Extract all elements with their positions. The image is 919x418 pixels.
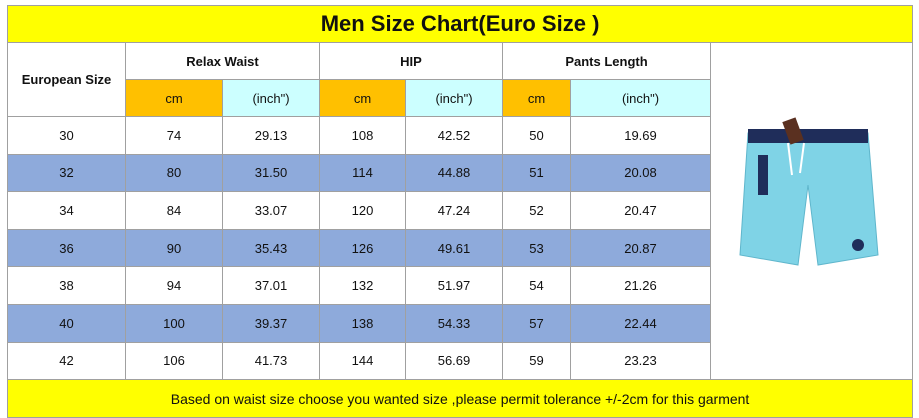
cell: 33.07 [222, 191, 320, 230]
cell: 44.88 [405, 153, 503, 193]
cell: 20.08 [570, 153, 711, 193]
group-header: Relax Waist [125, 42, 320, 80]
shorts-image [739, 117, 879, 266]
cell: 19.69 [570, 116, 711, 155]
cell: 30 [7, 116, 126, 155]
cell: 74 [125, 116, 223, 155]
size-table: Men Size Chart(Euro Size ) European Size… [6, 5, 914, 418]
cell: 114 [319, 153, 406, 193]
row: 30 74 29.13 108 42.52 50 19.69 [7, 116, 913, 155]
row: 34 84 33.07 120 47.24 52 20.47 [7, 191, 913, 230]
unit-header: cm [125, 79, 223, 117]
cell: 126 [319, 228, 406, 268]
group-header: Pants Length [502, 42, 711, 80]
cell: 36 [7, 228, 126, 268]
cell: 31.50 [222, 153, 320, 193]
unit-header: (inch") [570, 79, 711, 117]
cell: 20.47 [570, 191, 711, 230]
cell: 144 [319, 341, 406, 381]
cell: 80 [125, 153, 223, 193]
cell: 51 [502, 153, 571, 193]
cell: 138 [319, 303, 406, 343]
cell: 34 [7, 191, 126, 230]
cell: 90 [125, 228, 223, 268]
size-header: European Size [7, 42, 126, 117]
cell: 41.73 [222, 341, 320, 381]
group-header: HIP [319, 42, 503, 80]
cell: 50 [502, 116, 571, 155]
cell: 21.26 [570, 266, 711, 305]
cell: 100 [125, 303, 223, 343]
cell: 38 [7, 266, 126, 305]
cell: 35.43 [222, 228, 320, 268]
cell: 47.24 [405, 191, 503, 230]
cell: 54.33 [405, 303, 503, 343]
row: 38 94 37.01 132 51.97 54 21.26 [7, 266, 913, 305]
cell: 59 [502, 341, 571, 381]
row: European Size Relax Waist HIP Pants Length [7, 41, 914, 381]
cell: 120 [319, 191, 406, 230]
cell: 52 [502, 191, 571, 230]
unit-header: cm [502, 79, 571, 117]
cell: 49.61 [405, 228, 503, 268]
footer-note: Based on waist size choose you wanted si… [6, 379, 914, 418]
cell: 42.52 [405, 116, 503, 155]
row: 36 90 35.43 126 49.61 53 20.87 [7, 228, 913, 268]
cell: 132 [319, 266, 406, 305]
row: 42 106 41.73 144 56.69 59 23.23 [7, 341, 913, 381]
cell: 54 [502, 266, 571, 305]
cell: 37.01 [222, 266, 320, 305]
cell: 29.13 [222, 116, 320, 155]
unit-header: (inch") [222, 79, 320, 117]
cell: 106 [125, 341, 223, 381]
cell: 53 [502, 228, 571, 268]
row: 32 80 31.50 114 44.88 51 20.08 [7, 153, 913, 193]
cell: 94 [125, 266, 223, 305]
row: 40 100 39.37 138 54.33 57 22.44 [7, 303, 913, 343]
row: Based on waist size choose you wanted si… [6, 379, 914, 418]
unit-header: cm [319, 79, 406, 117]
cell: 23.23 [570, 341, 711, 381]
cell: 42 [7, 341, 126, 381]
cell: 84 [125, 191, 223, 230]
unit-header: (inch") [405, 79, 503, 117]
cell: 20.87 [570, 228, 711, 268]
cell: 39.37 [222, 303, 320, 343]
cell: 32 [7, 153, 126, 193]
cell: 40 [7, 303, 126, 343]
title: Men Size Chart(Euro Size ) [6, 5, 914, 43]
cell: 108 [319, 116, 406, 155]
cell: 56.69 [405, 341, 503, 381]
cell: 22.44 [570, 303, 711, 343]
cell: 51.97 [405, 266, 503, 305]
cell: 57 [502, 303, 571, 343]
row: cm (inch") cm (inch") cm (inch") [8, 79, 913, 117]
